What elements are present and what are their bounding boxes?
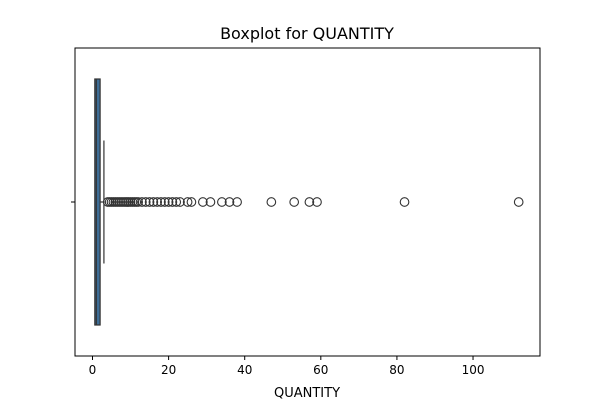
outlier-point xyxy=(217,197,227,207)
outlier-point xyxy=(137,197,147,207)
outlier-point xyxy=(232,197,242,207)
outlier-point xyxy=(304,197,315,207)
outlier-point xyxy=(312,197,322,207)
x-tick-label: 60 xyxy=(313,363,328,377)
outlier-point xyxy=(156,197,166,207)
outlier-point xyxy=(159,197,170,207)
x-tick-label: 20 xyxy=(161,363,176,377)
x-axis: 0 20 40 60 80 100 xyxy=(89,356,485,377)
plot-area xyxy=(74,47,541,357)
outlier-point xyxy=(513,197,524,207)
outlier-point xyxy=(175,197,185,207)
x-tick-label: 100 xyxy=(462,363,485,377)
outlier-point xyxy=(399,197,410,207)
outlier-point xyxy=(167,197,178,207)
chart-title: Boxplot for QUANTITY xyxy=(220,24,394,43)
outlier-point xyxy=(133,197,144,207)
outlier-point xyxy=(224,197,235,207)
x-axis-label: QUANTITY xyxy=(274,386,340,400)
x-tick-label: 40 xyxy=(237,363,252,377)
outlier-point xyxy=(289,197,300,207)
outlier-point xyxy=(163,197,174,207)
box-iqr xyxy=(94,78,101,326)
x-tick-label: 0 xyxy=(89,363,97,377)
outlier-point xyxy=(266,197,277,207)
x-tick-label: 80 xyxy=(389,363,404,377)
outlier-point xyxy=(148,197,159,207)
outlier-point xyxy=(152,197,163,207)
outlier-point xyxy=(186,197,197,207)
outlier-point xyxy=(182,197,193,207)
outlier-point xyxy=(140,197,151,207)
outlier-point xyxy=(144,197,155,207)
outlier-point xyxy=(171,197,182,207)
outlier-point xyxy=(198,197,208,207)
outlier-point xyxy=(205,197,216,207)
